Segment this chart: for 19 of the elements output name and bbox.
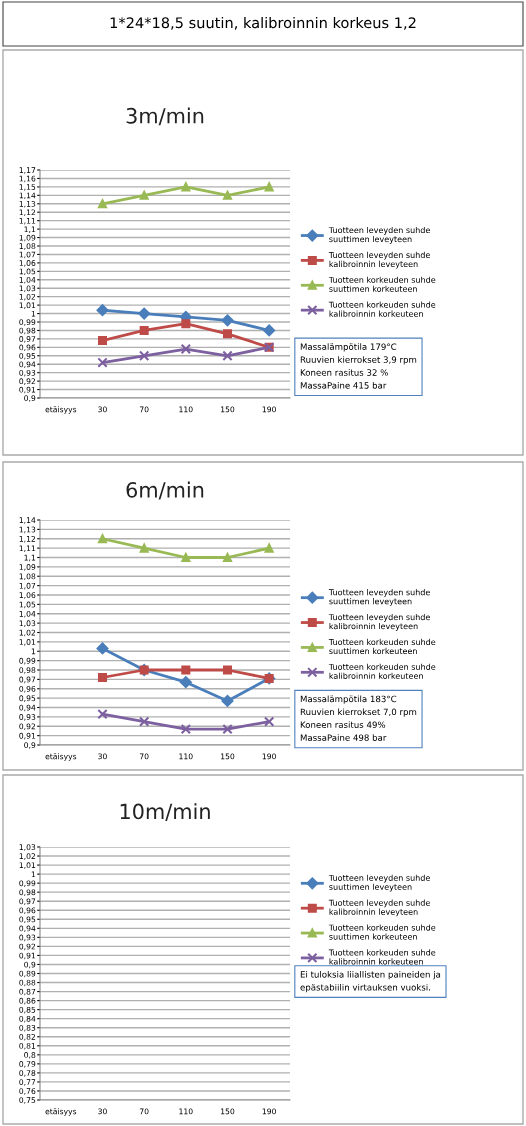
legend-label: Tuotteen leveyden suhde suuttimen leveyteen — [328, 874, 430, 892]
legend-label: Tuotteen korkeuden suhde kalibroinnin korkeuteen — [328, 663, 436, 679]
chart-title: 3m/min — [126, 107, 204, 126]
text: Massalämpötila 183°C Ruuvien kierrokset 7,0 rpm Koneen rasitus 49% MassaPaine 498 bar — [300, 695, 417, 741]
legend-label: Tuotteen leveyden suhde kalibroinnin leveyteen — [328, 899, 430, 917]
legend-label: Tuotteen korkeuden suhde kalibroinnin korkeuteen — [328, 949, 436, 965]
legend-label: Tuotteen leveyden suhde kalibroinnin leveyteen — [328, 251, 430, 269]
legend-label: Tuotteen korkeuden suhde kalibroinnin korkeuteen — [328, 301, 436, 317]
legend-label: Tuotteen korkeuden suhde suuttimen korkeuteen — [328, 924, 436, 940]
text: 1*24*18,5 suutin, kalibroinnin korkeus 1,2 — [110, 16, 416, 30]
legend-label: Tuotteen korkeuden suhde suuttimen korkeuteen — [328, 638, 436, 655]
chart-title: 6m/min — [126, 481, 204, 500]
legend-label: Tuotteen korkeuden suhde suuttimen korkeuteen — [328, 276, 436, 292]
text: Massalämpötila 179°C Ruuvien kierrokset 3,9 rpm Koneen rasitus 32 % MassaPaine 415 bar — [300, 343, 417, 389]
legend-label: Tuotteen leveyden suhde suuttimen leveyteen — [328, 226, 430, 244]
legend-label: Tuotteen leveyden suhde kalibroinnin leveyteen — [328, 613, 430, 631]
text: Ei tuloksia liiallisten paineiden ja epästabiilin virtauksen vuoksi. — [300, 970, 441, 993]
legend-label: Tuotteen leveyden suhde suuttimen leveyteen — [328, 589, 430, 606]
chart-title: 10m/min — [120, 803, 210, 821]
